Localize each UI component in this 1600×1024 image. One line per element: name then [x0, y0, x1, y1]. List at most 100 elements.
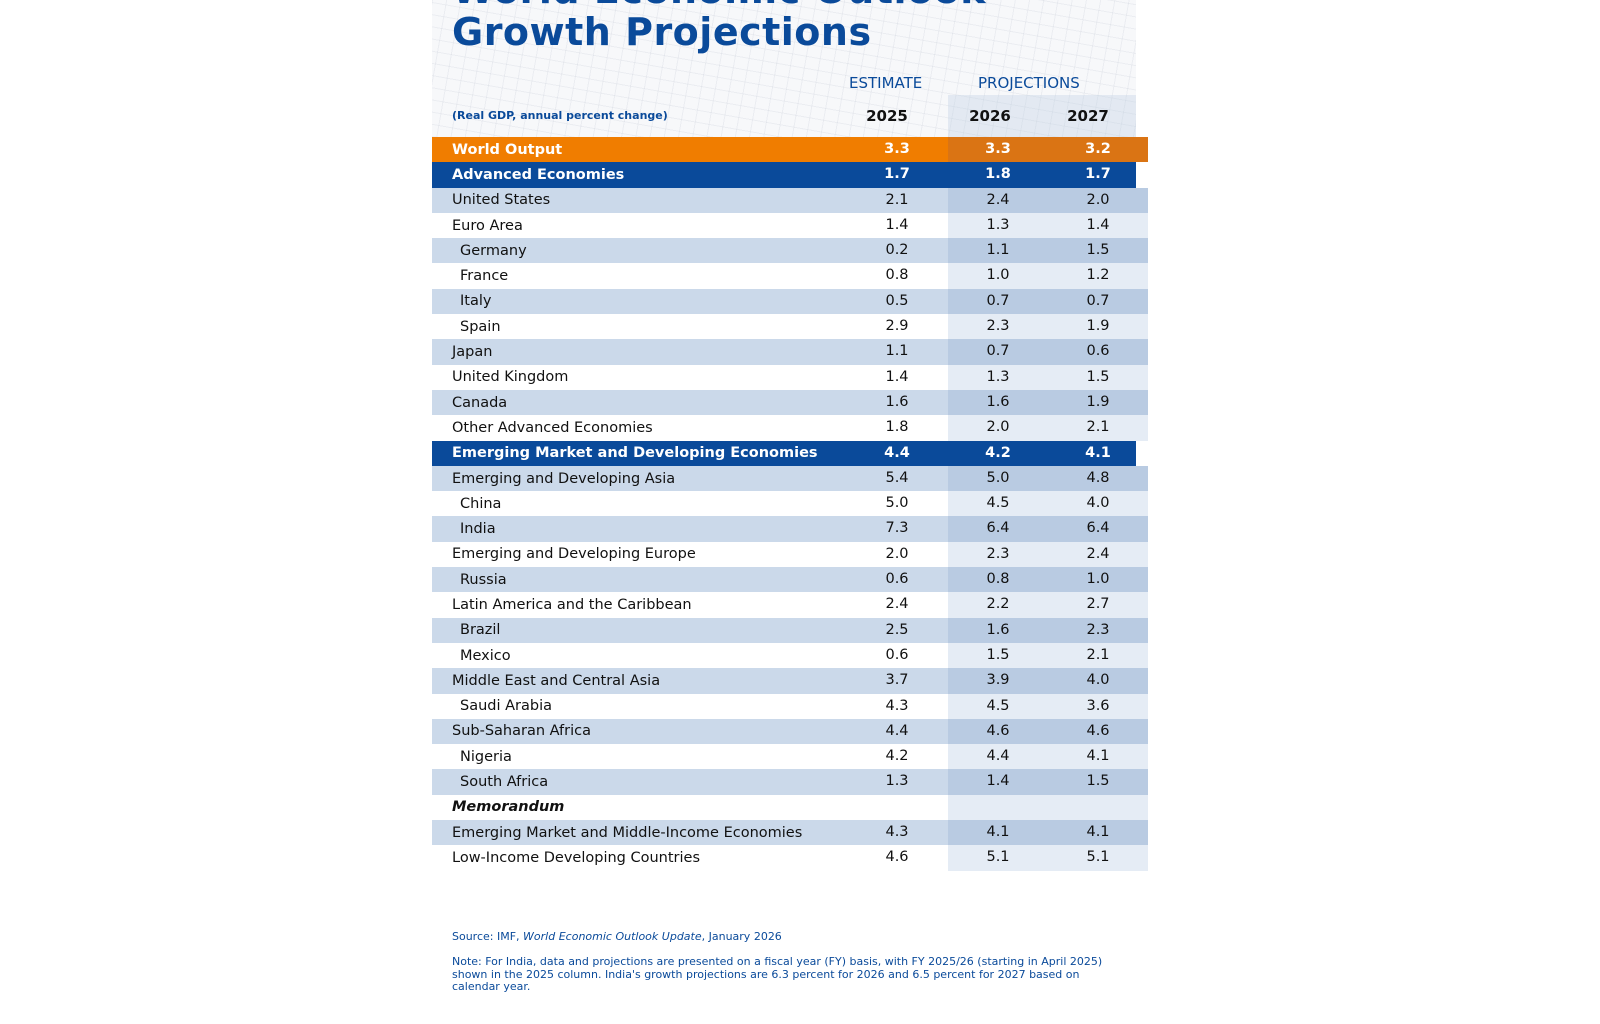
value-2026: 4.4	[948, 744, 1048, 770]
value-2027: 1.2	[1048, 263, 1148, 289]
header-background	[432, 0, 1136, 137]
value-2027: 1.9	[1048, 389, 1148, 416]
value-2026: 1.5	[948, 642, 1048, 669]
value-2025: 3.3	[884, 141, 910, 157]
table-row: Emerging and Developing Europe 2.0 2.3 2.4	[432, 541, 1148, 568]
value-2027: 2.1	[1048, 642, 1148, 669]
row-label: China	[460, 495, 502, 512]
value-2026: 2.3	[948, 541, 1048, 568]
row-label: Euro Area	[452, 217, 523, 234]
row-label: Brazil	[460, 622, 501, 639]
source-note: Source: IMF, World Economic Outlook Upda…	[452, 930, 1122, 944]
value-2027	[1048, 794, 1148, 821]
value-2027: 4.0	[1048, 491, 1148, 517]
row-label: Saudi Arabia	[460, 698, 553, 715]
value-2026: 1.6	[948, 617, 1048, 643]
india-note: Note: For India, data and projections ar…	[452, 955, 1103, 993]
row-label: Emerging and Developing Europe	[452, 546, 696, 563]
row-label: Memorandum	[452, 799, 565, 816]
value-2026: 1.4	[948, 769, 1048, 795]
table-row: France 0.8 1.0 1.2	[432, 263, 1148, 289]
table-row: Germany 0.2 1.1 1.5	[432, 238, 1148, 264]
row-label: Advanced Economies	[452, 166, 625, 183]
row-label: World Output	[452, 141, 563, 158]
value-2025: 7.3	[885, 520, 909, 537]
row-label: Mexico	[460, 647, 511, 664]
projections-band	[948, 95, 1136, 137]
value-2025: 0.8	[885, 267, 909, 284]
value-2027: 1.5	[1048, 364, 1148, 390]
value-2025: 2.1	[885, 191, 909, 208]
value-2026: 2.4	[948, 187, 1048, 213]
value-2025: 3.7	[885, 672, 909, 689]
table-row: Emerging Market and Developing Economies…	[432, 440, 1136, 466]
value-2026: 2.0	[948, 415, 1048, 441]
table-row: China 5.0 4.5 4.0	[432, 491, 1148, 517]
row-label: Other Advanced Economies	[452, 419, 653, 436]
row-label: France	[460, 268, 509, 285]
value-2027: 4.0	[1048, 668, 1148, 694]
table-row: India 7.3 6.4 6.4	[432, 516, 1148, 542]
value-2027: 4.8	[1048, 465, 1148, 492]
value-2027: 1.0	[1048, 567, 1148, 593]
source-suffix: , January 2026	[701, 930, 782, 943]
value-2025: 0.6	[885, 646, 909, 663]
table-row: Japan 1.1 0.7 0.6	[432, 339, 1148, 365]
row-label: Emerging Market and Developing Economies	[452, 445, 818, 462]
value-2025: 2.5	[885, 621, 909, 638]
value-2026: 4.6	[948, 718, 1048, 745]
row-label: South Africa	[460, 774, 549, 791]
value-2025: 0.2	[885, 242, 909, 259]
table-row: Mexico 0.6 1.5 2.1	[432, 642, 1148, 669]
value-2027: 4.1	[1048, 744, 1148, 770]
value-2026: 4.1	[948, 820, 1048, 846]
value-2025: 5.4	[885, 469, 909, 486]
value-2026: 4.5	[948, 491, 1048, 517]
table-row: Canada 1.6 1.6 1.9	[432, 389, 1148, 416]
row-label: United States	[452, 192, 551, 209]
value-2027: 1.5	[1048, 238, 1148, 264]
value-2026: 4.2	[985, 444, 1011, 461]
value-2026: 0.7	[948, 288, 1048, 315]
value-2026: 0.7	[948, 339, 1048, 365]
value-2026: 1.6	[948, 389, 1048, 416]
value-2026: 4.5	[948, 693, 1048, 719]
value-2026: 1.1	[948, 238, 1048, 264]
year-2026: 2026	[969, 107, 1011, 125]
row-label: Japan	[452, 344, 493, 361]
value-2025: 4.2	[885, 748, 909, 765]
value-2025: 4.6	[885, 849, 909, 866]
table-row: Other Advanced Economies 1.8 2.0 2.1	[432, 415, 1148, 441]
row-label: Russia	[460, 571, 507, 588]
value-2027: 3.2	[1048, 137, 1148, 163]
table-row: United Kingdom 1.4 1.3 1.5	[432, 364, 1148, 390]
value-2027: 1.4	[1048, 212, 1148, 239]
value-2025: 4.3	[885, 824, 909, 841]
table-row: Advanced Economies 1.7 1.8 1.7	[432, 162, 1136, 188]
row-label: Sub-Saharan Africa	[452, 723, 591, 740]
row-label: Spain	[460, 318, 501, 335]
value-2025: 1.8	[885, 419, 909, 436]
table-row: World Output 3.3 3.3 3.2	[432, 137, 1148, 163]
source-prefix: Source: IMF,	[452, 930, 524, 943]
table-subtitle: (Real GDP, annual percent change)	[452, 109, 668, 122]
projections-header: PROJECTIONS	[978, 74, 1080, 92]
value-2026: 1.3	[948, 364, 1048, 390]
table-row: Middle East and Central Asia 3.7 3.9 4.0	[432, 668, 1148, 694]
row-label: Latin America and the Caribbean	[452, 596, 692, 613]
row-label: Low-Income Developing Countries	[452, 849, 701, 866]
value-2026: 5.1	[948, 845, 1048, 871]
value-2026: 1.0	[948, 263, 1048, 289]
value-2027: 2.7	[1048, 592, 1148, 618]
value-2027: 4.1	[1085, 444, 1111, 461]
value-2026: 6.4	[948, 516, 1048, 542]
title-line-2: Growth Projections	[452, 10, 872, 54]
value-2026: 1.8	[985, 166, 1011, 183]
value-2027: 0.7	[1048, 288, 1148, 315]
row-label: Middle East and Central Asia	[452, 672, 661, 689]
value-2027: 6.4	[1048, 516, 1148, 542]
year-2025: 2025	[866, 107, 908, 125]
value-2025: 4.3	[885, 697, 909, 714]
value-2027: 2.4	[1048, 541, 1148, 568]
row-label: Germany	[460, 242, 527, 259]
